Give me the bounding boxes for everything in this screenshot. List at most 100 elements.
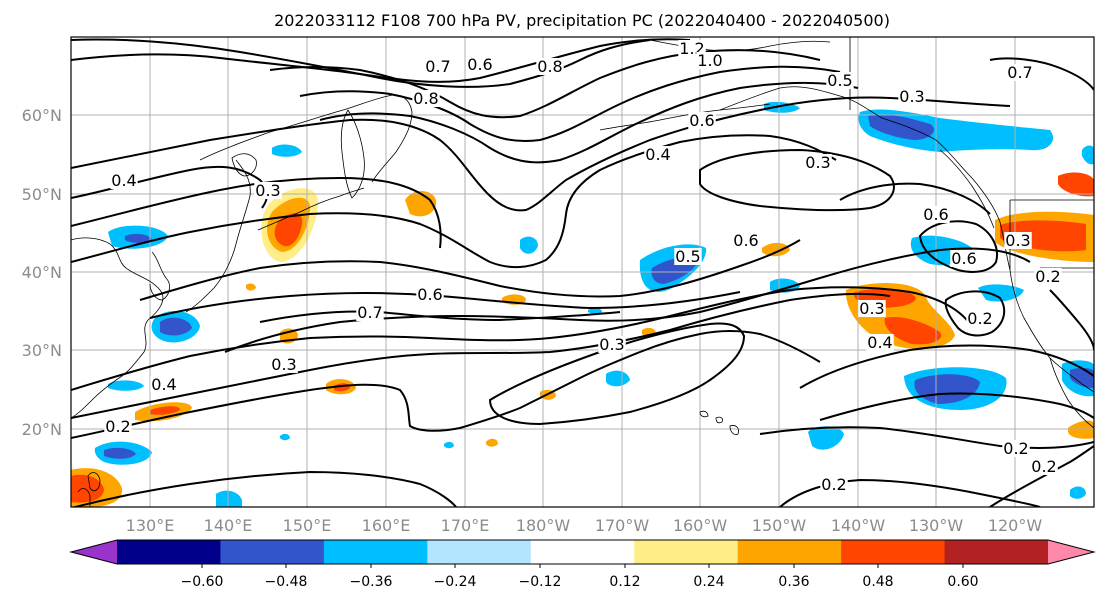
- coastline-taiwan: [87, 472, 101, 492]
- contour-label-halo: [950, 250, 978, 267]
- colorbar-tick-label: 0.12: [609, 574, 640, 590]
- colorbar-tick-label: −0.36: [350, 574, 393, 590]
- lat-label: 40°N: [22, 263, 62, 282]
- precip-area: [108, 380, 144, 391]
- pv-contour: [918, 220, 998, 273]
- contour-label: 0.6: [417, 285, 442, 304]
- colorbar-swatch: [841, 540, 946, 564]
- colorbar-swatch: [220, 540, 325, 564]
- contour-labels: 0.7 0.6 0.8 1.2 1.0 0.5 0.8 0.3 0.6 0.4 …: [104, 39, 1062, 494]
- contour-label-halo: [898, 88, 926, 105]
- colorbar-tick-label: 0.60: [947, 574, 978, 590]
- contour-label: 0.4: [151, 375, 176, 394]
- colorbar-tick-label: −0.60: [181, 574, 224, 590]
- precip-area: [71, 474, 104, 503]
- colorbar-swatch: [944, 540, 1049, 564]
- lon-label: 160°E: [362, 516, 411, 535]
- contour-label: 0.6: [467, 55, 492, 74]
- contour-label-halo: [858, 300, 886, 317]
- colorbar-tick-label: −0.48: [265, 574, 308, 590]
- contour-label-halo: [826, 72, 854, 89]
- contour-label-halo: [412, 90, 440, 107]
- contour-label: 1.0: [697, 51, 722, 70]
- precip-area: [280, 433, 290, 441]
- map-frame: [70, 36, 1095, 508]
- pv-contour: [71, 470, 457, 507]
- precip-area: [405, 191, 437, 217]
- colorbar-swatch: [634, 540, 739, 564]
- pv-contour: [71, 38, 691, 83]
- colorbar: −0.60 −0.48 −0.36 −0.24 −0.12 0.12 0.24 …: [69, 539, 1096, 590]
- pv-contour: [71, 330, 821, 439]
- lat-label: 20°N: [22, 420, 62, 439]
- contour-label-halo: [416, 286, 444, 303]
- lon-label: 180°W: [516, 516, 571, 535]
- contour-label-halo: [1004, 232, 1032, 249]
- figure-title: 2022033112 F108 700 hPa PV, precipitatio…: [274, 11, 890, 30]
- contour-label: 0.3: [599, 335, 624, 354]
- precip-area: [274, 213, 303, 247]
- precip-area: [444, 441, 454, 449]
- contour-label-halo: [1030, 458, 1058, 475]
- contour-label-halo: [104, 418, 132, 435]
- precip-area: [520, 236, 538, 254]
- lon-label: 130°E: [126, 516, 175, 535]
- lat-label: 60°N: [22, 106, 62, 125]
- pv-contour: [759, 426, 1094, 450]
- coastline-okhotsk: [199, 94, 413, 183]
- contour-label-halo: [598, 336, 626, 353]
- contour-label: 0.8: [413, 89, 438, 108]
- contour-label: 0.8: [537, 57, 562, 76]
- contour-label: 0.2: [1035, 267, 1060, 286]
- precip-area: [978, 284, 1024, 302]
- contour-label-halo: [1002, 440, 1030, 457]
- lon-label: 150°E: [283, 516, 332, 535]
- precip-area: [272, 144, 302, 157]
- pv-contour: [224, 247, 1031, 353]
- contour-label: 0.3: [255, 181, 280, 200]
- colorbar-extend-high: [1048, 540, 1094, 564]
- precip-area: [606, 370, 630, 387]
- colorbar-extend-low: [71, 540, 117, 564]
- contour-label-halo: [150, 376, 178, 393]
- pv-contour: [269, 49, 821, 119]
- contour-label-halo: [674, 248, 702, 265]
- contour-label-halo: [820, 476, 848, 493]
- contour-label: 0.4: [645, 145, 670, 164]
- precip-area: [1058, 172, 1094, 197]
- precip-area: [1082, 145, 1094, 165]
- colorbar-tick-labels: −0.60 −0.48 −0.36 −0.24 −0.12 0.12 0.24 …: [181, 574, 979, 590]
- pv-contour: [699, 148, 895, 212]
- colorbar-outline: [69, 539, 1096, 565]
- contour-label-halo: [356, 304, 384, 321]
- lon-label: 140°E: [204, 516, 253, 535]
- contour-label: 0.3: [805, 153, 830, 172]
- pv-contour: [819, 392, 1094, 421]
- coastline-mexico: [1049, 357, 1094, 429]
- contour-label: 0.6: [923, 205, 948, 224]
- contour-label: 0.5: [675, 247, 700, 266]
- pv-contour: [839, 182, 991, 215]
- precip-area: [868, 114, 935, 140]
- precip-area: [914, 374, 980, 404]
- contour-label-halo: [110, 172, 138, 189]
- gridlines: [71, 37, 1094, 507]
- colorbar-ticks: [201, 564, 964, 568]
- colorbar-swatch: [530, 540, 635, 564]
- colorbar-swatches: [71, 540, 1094, 564]
- contour-label: 0.5: [827, 71, 852, 90]
- pv-contour: [989, 57, 1094, 91]
- pv-contour: [944, 290, 1006, 337]
- colorbar-tick-label: 0.24: [693, 574, 724, 590]
- contour-label: 0.3: [859, 299, 884, 318]
- pv-contour: [71, 134, 837, 268]
- pv-contour: [71, 96, 1011, 212]
- precip-area: [1070, 486, 1086, 499]
- colorbar-tick-label: 0.36: [778, 574, 809, 590]
- longitude-labels: 130°E 140°E 150°E 160°E 170°E 180°W 170°…: [126, 516, 1043, 535]
- colorbar-tick-label: 0.48: [862, 574, 893, 590]
- contour-label-halo: [966, 310, 994, 327]
- colorbar-tick-label: −0.24: [434, 574, 477, 590]
- contour-label: 0.7: [357, 303, 382, 322]
- contour-label: 0.7: [1007, 63, 1032, 82]
